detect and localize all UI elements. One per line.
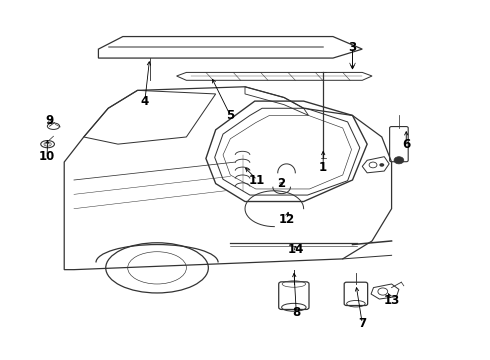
Text: 5: 5 — [226, 109, 235, 122]
Text: 6: 6 — [402, 138, 410, 150]
Text: 1: 1 — [319, 161, 327, 174]
Circle shape — [379, 163, 384, 167]
Circle shape — [394, 157, 404, 164]
Text: 7: 7 — [358, 317, 367, 330]
Text: 12: 12 — [278, 213, 294, 226]
Text: 11: 11 — [249, 174, 266, 186]
Text: 13: 13 — [384, 294, 400, 307]
Text: 9: 9 — [46, 114, 54, 127]
Text: 8: 8 — [292, 306, 300, 319]
Text: 10: 10 — [39, 150, 55, 163]
Text: 2: 2 — [277, 177, 286, 190]
Text: 14: 14 — [288, 243, 304, 256]
Text: 3: 3 — [348, 41, 357, 54]
Text: 4: 4 — [141, 95, 149, 108]
